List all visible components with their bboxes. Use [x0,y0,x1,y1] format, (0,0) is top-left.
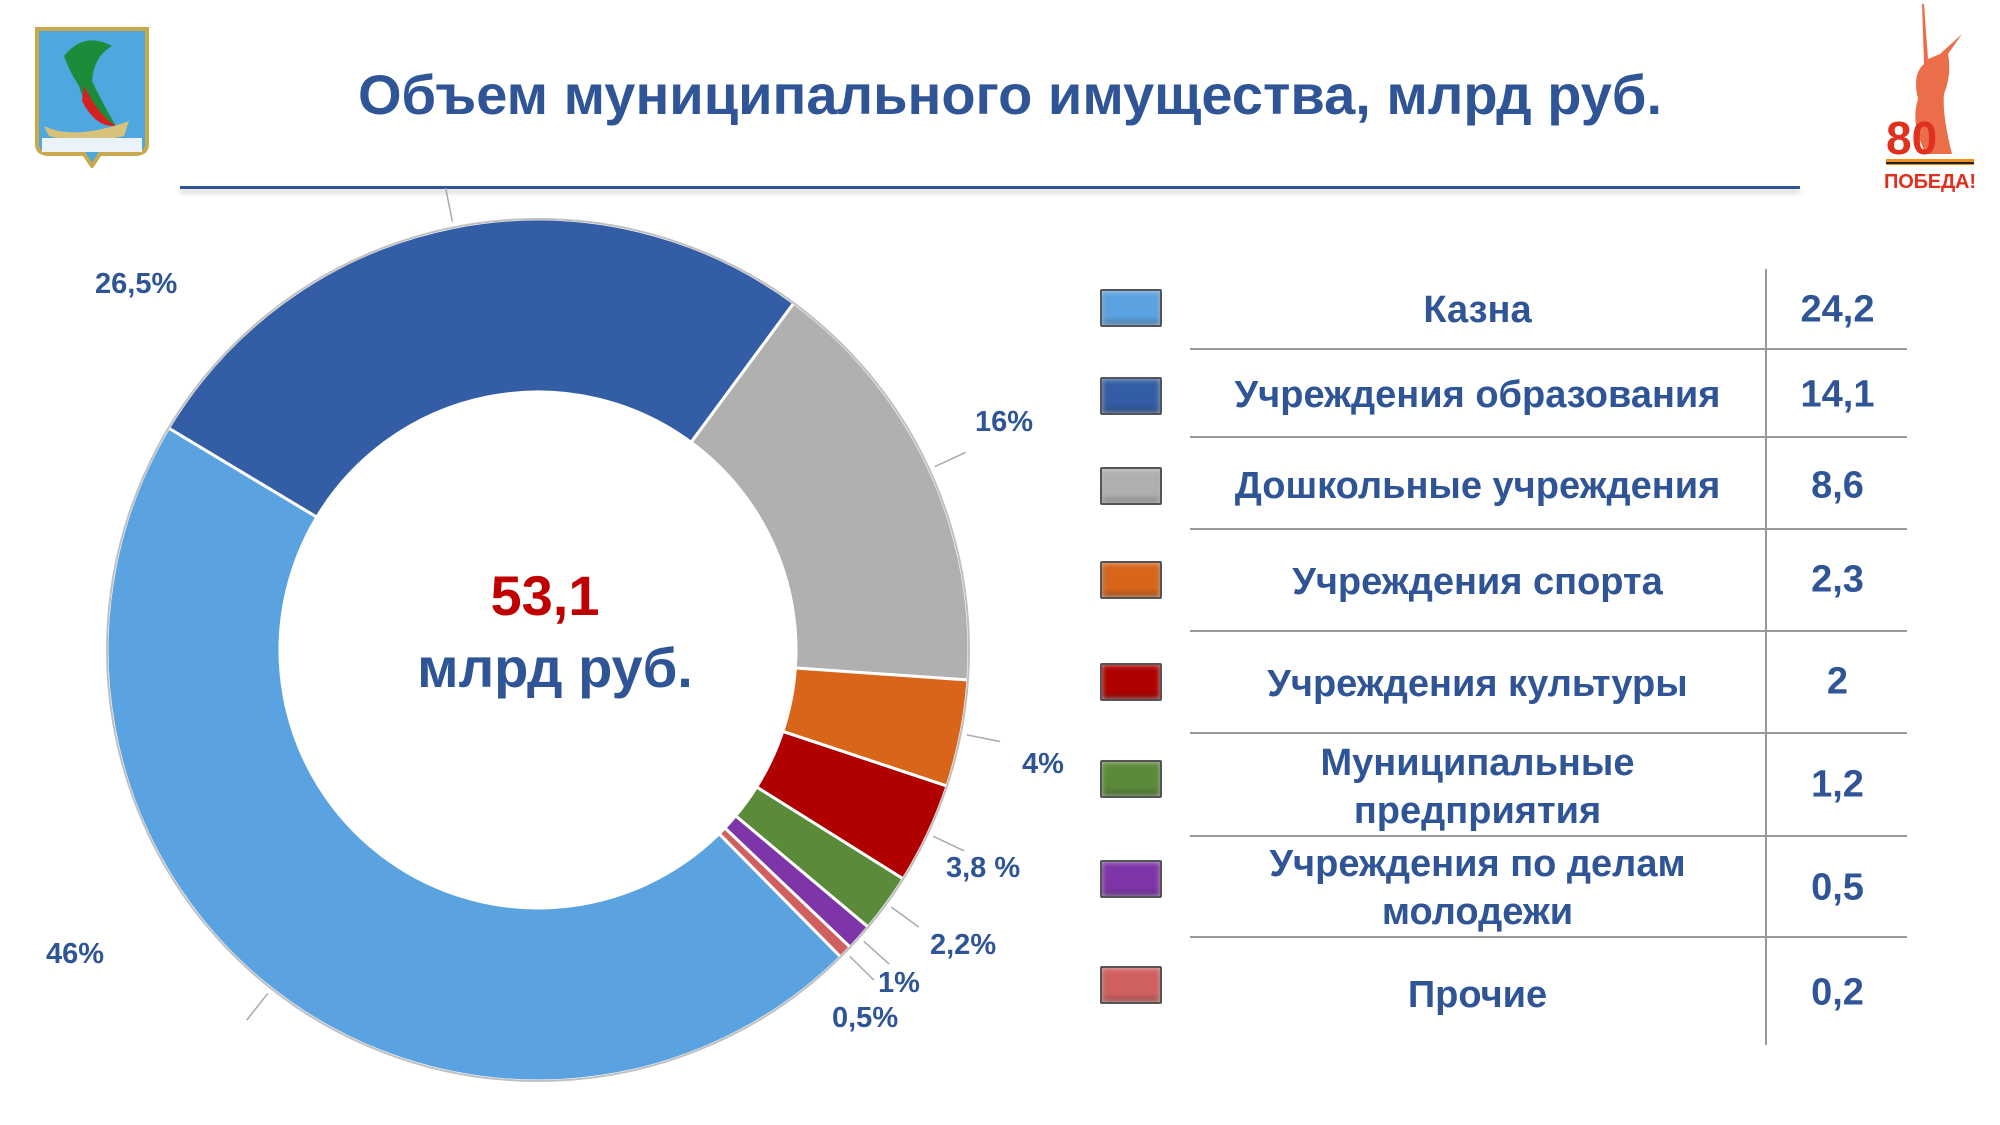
leader-line-youth [863,940,890,965]
legend-swatch-education [1100,377,1162,415]
legend-swatch-other [1100,966,1162,1004]
legend-swatch-enterprises [1100,760,1162,798]
legend-row-divider [1190,436,1907,438]
legend-label-culture: Учреждения культуры [1267,663,1688,705]
legend-label-other: Прочие [1407,974,1548,1016]
legend-row-divider [1190,630,1907,632]
center-total-value: 53,1 [490,564,600,627]
legend-label-sport: Учреждения спорта [1292,561,1663,603]
pct-label-youth: 1% [878,967,920,999]
legend-column-divider [1765,269,1767,1045]
leader-line-culture [932,835,965,852]
legend-row-divider [1190,732,1907,734]
legend-row-divider [1190,528,1907,530]
leader-line-preschool [934,451,966,468]
legend-label-education: Учреждения образования [1234,374,1721,416]
legend-value-sport: 2,3 [1811,558,1864,601]
leader-line-other [849,955,875,981]
pct-label-other: 0,5% [832,1002,899,1034]
pct-label-sport: 4% [1022,748,1064,780]
legend-swatch-sport [1100,561,1162,599]
legend-label-youth: Учреждения по делам молодежи [1269,843,1686,933]
leader-line-education [444,187,454,222]
legend-label-preschool: Дошкольные учреждения [1234,465,1721,507]
legend-value-kazna: 24,2 [1800,288,1875,331]
legend-swatch-youth [1100,860,1162,898]
legend-value-other: 0,2 [1811,971,1864,1014]
pct-label-culture: 3,8 % [946,852,1021,884]
victory-80-logo: 80 ПОБЕДА! [1882,4,1978,194]
center-total-unit: млрд руб. [417,636,693,699]
donut-slice-preschool [689,300,971,682]
pct-label-kazna: 46% [46,938,105,970]
page-title: Объем муниципального имущества, млрд руб… [357,63,1663,126]
legend-row-divider [1190,835,1907,837]
legend-row-divider [1190,348,1907,350]
title-divider [180,186,1800,189]
legend-label-kazna: Казна [1423,289,1532,331]
pct-label-enterprises: 2,2% [930,929,997,961]
legend-value-culture: 2 [1826,660,1849,703]
donut-slice-other [717,825,853,960]
legend-swatch-culture [1100,663,1162,701]
legend-value-enterprises: 1,2 [1811,763,1864,806]
legend-value-education: 14,1 [1800,373,1875,416]
legend-swatch-preschool [1100,467,1162,505]
donut-slice-education [166,217,796,520]
city-coat-of-arms-logo [34,26,150,170]
legend-label-enterprises: Муниципальные предприятия [1320,742,1635,832]
leader-line-enterprises [890,906,920,928]
pct-label-preschool: 16% [975,406,1034,438]
legend-value-preschool: 8,6 [1811,464,1864,507]
leader-line-kazna [246,992,269,1021]
donut-slice-kazna [105,425,843,1083]
pct-label-education: 26,5% [95,268,178,300]
legend-row-divider [1190,936,1907,938]
donut-chart [105,187,1001,1083]
legend-value-youth: 0,5 [1811,866,1864,909]
svg-text:ПОБЕДА!: ПОБЕДА! [1884,171,1976,193]
leader-line-sport [966,734,1001,743]
legend-swatch-kazna [1100,289,1162,327]
donut-outer-edge [106,218,970,1082]
svg-text:80: 80 [1886,112,1937,164]
